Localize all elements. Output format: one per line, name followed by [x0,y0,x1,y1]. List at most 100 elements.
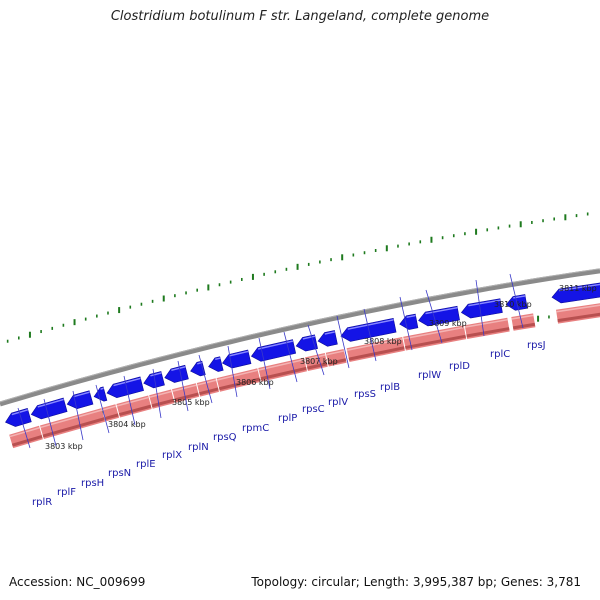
gene-leader-line [72,390,84,441]
backbone-highlight [0,268,600,403]
gene-label: rplV [328,397,348,408]
gene-leader-line [283,331,298,383]
reverse-cds-highlight [556,304,600,313]
gene-label: rplC [490,349,510,360]
forward-strand-track [5,282,600,427]
gene-label: rplB [380,382,400,393]
gene-leader-line [399,296,413,351]
gene-leader-line [258,337,271,390]
forward-cds-arrow [30,397,68,420]
forward-cds-arrow [143,371,165,389]
gene-label: rplR [32,497,52,508]
gene-label: rpsH [81,478,104,489]
forward-cds-arrow [295,334,318,352]
forward-cds-arrow [222,349,252,369]
reverse-cds-shadow [118,404,152,417]
ruler-label: 3809 kbp [429,319,467,328]
forward-cds-highlight [113,377,141,387]
reverse-strand-track [9,303,600,449]
forward-cds-highlight [347,319,394,330]
gene-label: rpsJ [527,340,546,351]
reverse-cds-highlight [326,350,345,356]
forward-cds-highlight [150,372,162,377]
position-ruler: 3803 kbp 3804 kbp 3805 kbp 3806 kbp 3807 kbp… [45,284,597,451]
gene-leader-line [123,375,136,426]
gene-leader-line [227,345,238,398]
gene-label: rpmC [242,423,269,434]
forward-cds-highlight [215,357,221,361]
forward-cds-highlight [425,307,458,315]
gene-label: rplX [162,450,182,461]
forward-cds-arrow [208,356,224,372]
reverse-cds-shadow [307,362,328,370]
ruler-label: 3811 kbp [559,284,597,293]
ruler-label: 3807 kbp [300,357,338,366]
reverse-cds-highlight [9,427,40,438]
forward-cds-highlight [37,398,64,408]
genome-summary-text: Topology: circular; Length: 3,995,387 bp… [251,575,581,589]
gene-labels: rplR rplF rpsH rpsN rplE rplX rplN rpsQ rpmC rplP… [17,273,546,508]
forward-cds-arrow [418,305,460,327]
gene-leader-line [95,384,110,434]
forward-cds-highlight [513,295,526,299]
accession-text: Accession: NC_009699 [9,575,146,589]
reverse-cds-highlight [464,318,508,328]
forward-cds-highlight [73,391,90,398]
reverse-cds-shadow [405,334,466,350]
gene-label: rpsC [302,404,325,415]
reverse-cds-shadow [11,434,43,447]
gene-label: rplE [136,459,156,470]
gene-leader-line [198,354,213,404]
forward-cds-highlight [257,340,294,350]
reverse-cds-shadow [42,417,105,438]
reverse-cds-highlight [102,405,117,411]
forward-cds-highlight [558,283,600,292]
gene-label: rpsQ [213,432,237,443]
reverse-cds-highlight [511,314,534,320]
forward-cds-arrow [5,408,32,427]
forward-cds-arrow [460,298,503,319]
ruler-label: 3810 kbp [494,300,532,309]
forward-cds-arrow [106,376,144,399]
gene-label: rpsN [108,468,131,479]
reverse-cds-shadow [105,413,119,420]
ruler-label: 3805 kbp [172,398,210,407]
forward-cds-highlight [302,335,316,340]
gene-label: rplW [418,370,441,381]
reverse-cds-highlight [346,338,403,352]
forward-cds-highlight [468,299,501,307]
gene-leader-line [363,308,377,362]
gene-leader-line [425,289,443,344]
reverse-cds-highlight [305,354,326,361]
gene-label: rplD [449,361,470,372]
gene-leader-line [475,279,485,337]
reverse-cds-highlight [216,369,258,381]
reverse-cds-shadow [151,398,175,408]
gene-leader-line [509,273,524,329]
reverse-cds-shadow [174,392,199,402]
ruler-label: 3806 kbp [236,378,274,387]
reverse-cds-highlight [149,390,172,398]
gene-leader-line [336,315,350,369]
forward-cds-highlight [11,409,29,416]
forward-cds-highlight [406,314,416,318]
reverse-cds-shadow [466,327,510,338]
reverse-cds-highlight [258,358,305,371]
gene-leader-line [43,398,57,447]
reverse-cds-shadow [218,377,261,391]
gene-label: rplP [278,413,297,424]
forward-cds-highlight [229,350,249,357]
reverse-cds-highlight [403,326,465,340]
reverse-cds-highlight [172,384,197,392]
reverse-cds-shadow [260,366,307,381]
genome-backbone [0,268,600,407]
forward-cds-arrow [399,313,419,330]
reverse-cds-shadow [557,312,600,323]
gene-leader-line [17,407,31,449]
forward-cds-highlight [324,331,335,335]
gene-label: rplN [188,442,209,453]
gene-label: rplF [57,487,76,498]
gene-leader-line [177,360,189,412]
forward-cds-arrow [317,330,338,347]
